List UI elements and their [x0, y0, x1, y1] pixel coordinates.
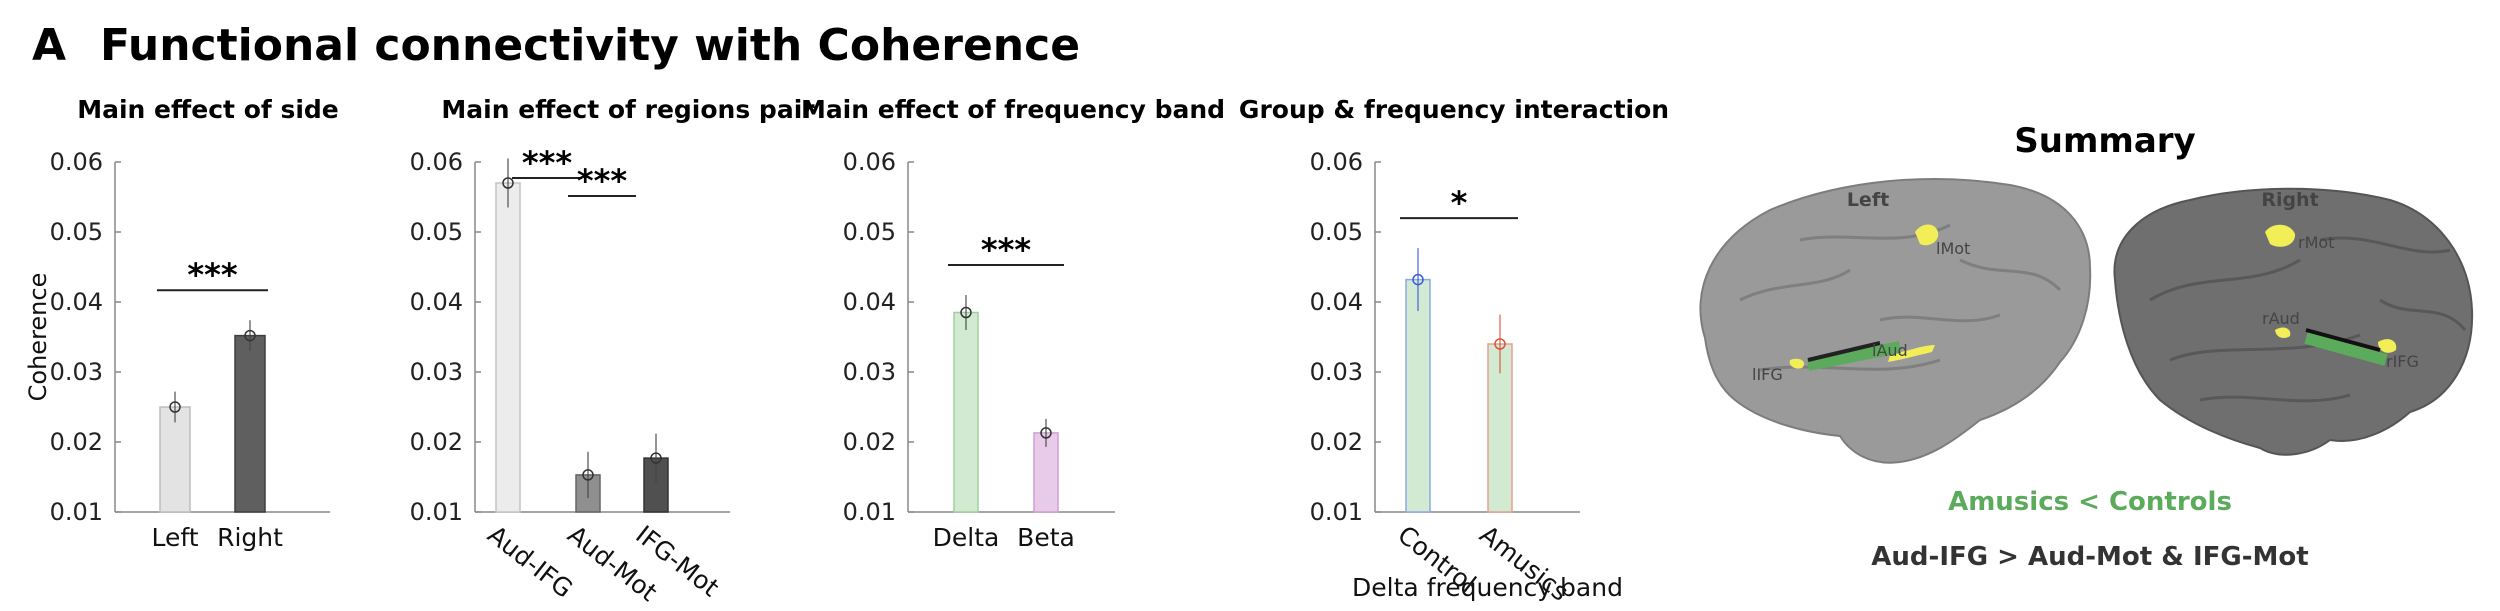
y-axis-label: Coherence: [24, 273, 52, 402]
y-tick-label: 0.05: [843, 218, 896, 246]
significance-stars: ***: [522, 144, 572, 182]
left-aud-blob: [1888, 345, 1935, 362]
right-ifg-label: rIFG: [2386, 352, 2419, 371]
right-mot-blob: [2265, 224, 2296, 247]
y-tick-label: 0.04: [843, 288, 896, 316]
y-tick-label: 0.06: [410, 148, 463, 176]
left-mot-label: lMot: [1936, 239, 1970, 258]
mean-marker: [650, 452, 662, 464]
chart-title: Main effect of regions pair: [441, 95, 815, 124]
mean-marker: [244, 329, 256, 342]
mean-marker: [1412, 273, 1424, 286]
y-tick-label: 0.04: [50, 288, 103, 316]
y-tick-label: 0.02: [410, 428, 463, 456]
y-tick-label: 0.04: [410, 288, 463, 316]
chart-group-frequency-interaction: Group & frequency interaction 0.01 0.02 0.0…: [1239, 95, 1669, 607]
significance-stars: ***: [981, 231, 1031, 269]
significance-stars: *: [1451, 184, 1468, 222]
bar-control: [1405, 278, 1431, 513]
y-tick-label: 0.01: [50, 498, 103, 526]
x-tick-label: Left: [151, 523, 198, 552]
left-brain-image: Left lMot lAud lIFG: [1699, 177, 2092, 464]
x-tick-label: Right: [217, 523, 283, 552]
figure-title: Functional connectivity with Coherence: [100, 20, 1080, 71]
y-tick-label: 0.06: [50, 148, 103, 176]
y-tick-label: 0.03: [1310, 358, 1363, 386]
right-mot-label: rMot: [2298, 233, 2334, 252]
left-ifg-label: lIFG: [1752, 365, 1783, 384]
right-brain-shape: [2113, 187, 2474, 456]
y-tick-label: 0.02: [50, 428, 103, 456]
y-tick-label: 0.06: [843, 148, 896, 176]
significance-stars: ***: [187, 256, 237, 294]
left-brain-sulci: [1739, 223, 2062, 372]
panel-letter: A: [32, 20, 66, 71]
y-tick-label: 0.03: [50, 358, 103, 386]
y-tick-label: 0.01: [410, 498, 463, 526]
left-green-connection: [1806, 341, 1902, 371]
bar-delta: [953, 311, 979, 513]
summary-title: Summary: [2014, 121, 2195, 161]
right-brain-sulci: [2149, 236, 2467, 403]
right-green-connection: [2304, 332, 2388, 366]
y-tick-label: 0.02: [1310, 428, 1363, 456]
right-ifg-blob: [2378, 339, 2397, 353]
mean-marker: [1494, 338, 1506, 350]
bar-left: [159, 406, 191, 513]
y-tick-label: 0.02: [843, 428, 896, 456]
left-ifg-blob: [1789, 358, 1805, 369]
y-tick-label: 0.03: [843, 358, 896, 386]
finding-amusics-vs-controls: Amusics < Controls: [1948, 487, 2232, 517]
y-tick-label: 0.01: [843, 498, 896, 526]
right-brain-image: Right rMot rAud rIFG: [2113, 187, 2474, 456]
right-black-connection: [2305, 328, 2381, 352]
chart-title: Main effect of side: [77, 95, 339, 124]
y-tick-label: 0.05: [410, 218, 463, 246]
bar-aud-ifg: [495, 182, 521, 513]
mean-marker: [502, 177, 514, 189]
x-tick-label: Beta: [1017, 523, 1075, 552]
y-tick-label: 0.03: [410, 358, 463, 386]
x-tick-label: Aud-IFG: [482, 520, 578, 604]
left-brain-shape: [1699, 177, 2092, 464]
mean-marker: [960, 306, 972, 319]
chart-title: Group & frequency interaction: [1239, 95, 1669, 124]
mean-marker: [1040, 427, 1052, 439]
left-mot-blob: [1915, 224, 1939, 246]
summary-panel: Summary Left lMot lAud lIFG Right rMot: [1699, 121, 2474, 572]
left-aud-label: lAud: [1872, 341, 1908, 360]
x-axis-label: Delta frequency band: [1352, 573, 1623, 602]
chart-main-effect-regions: Main effect of regions pair 0.01 0.02 0.03 0…: [410, 95, 816, 607]
significance-stars: ***: [577, 162, 627, 200]
mean-marker: [582, 469, 594, 481]
left-brain-title: Left: [1847, 189, 1889, 211]
left-black-connection: [1807, 341, 1881, 362]
y-tick-label: 0.04: [1310, 288, 1363, 316]
finding-aud-ifg-comparison: Aud-IFG > Aud-Mot & IFG-Mot: [1871, 542, 2308, 572]
y-tick-label: 0.05: [1310, 218, 1363, 246]
chart-main-effect-frequency: Main effect of frequency band 0.01 0.02 0.0…: [801, 95, 1225, 552]
bar-right: [234, 334, 266, 513]
right-aud-label: rAud: [2262, 309, 2300, 328]
x-tick-label: Delta: [933, 523, 1000, 552]
y-tick-label: 0.01: [1310, 498, 1363, 526]
mean-marker: [169, 401, 181, 413]
y-tick-label: 0.05: [50, 218, 103, 246]
chart-main-effect-side: Main effect of side 0.01 0.02 0.03 0.04 0.05 0…: [24, 95, 339, 552]
right-brain-title: Right: [2261, 189, 2318, 211]
y-tick-label: 0.06: [1310, 148, 1363, 176]
right-aud-blob: [2275, 327, 2291, 338]
chart-title: Main effect of frequency band: [801, 95, 1225, 124]
